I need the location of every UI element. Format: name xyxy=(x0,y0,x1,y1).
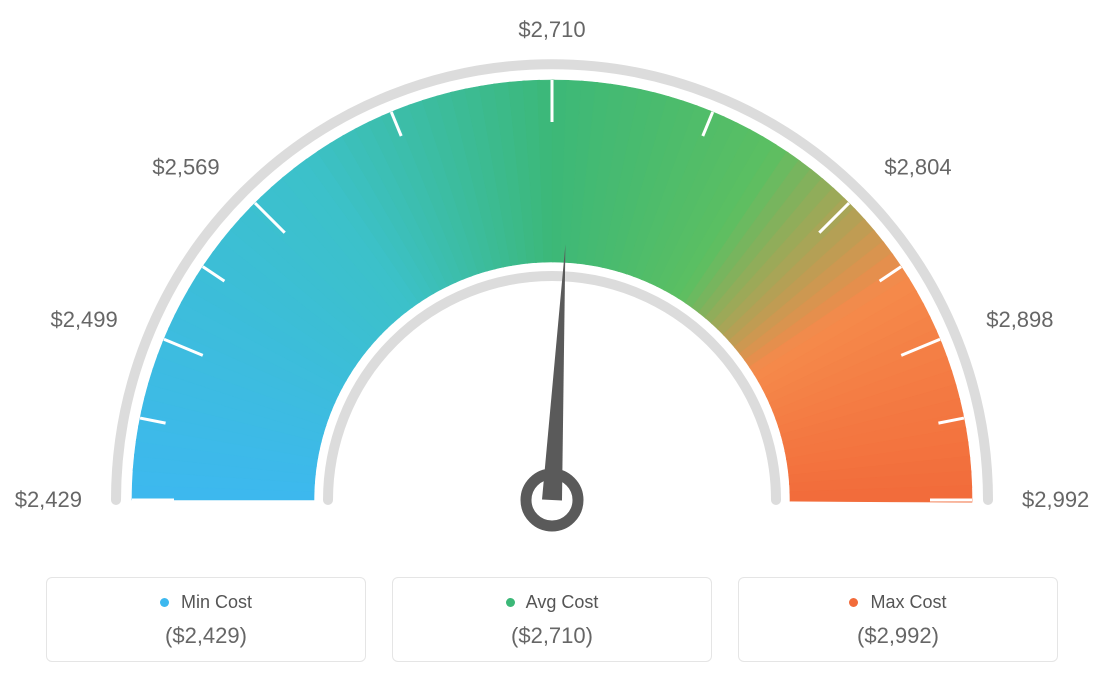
svg-text:$2,569: $2,569 xyxy=(152,155,219,180)
min-cost-value: ($2,429) xyxy=(57,623,355,649)
svg-text:$2,429: $2,429 xyxy=(15,487,82,512)
gauge-svg: $2,429 $2,499 $2,569 $2,710 $2,804 $2,898 $2,9… xyxy=(0,0,1104,540)
svg-text:$2,499: $2,499 xyxy=(50,307,117,332)
max-cost-title-text: Max Cost xyxy=(870,592,946,612)
avg-cost-value: ($2,710) xyxy=(403,623,701,649)
avg-cost-title: Avg Cost xyxy=(403,592,701,613)
avg-dot-icon xyxy=(506,598,515,607)
min-cost-title: Min Cost xyxy=(57,592,355,613)
svg-text:$2,804: $2,804 xyxy=(884,155,951,180)
min-dot-icon xyxy=(160,598,169,607)
max-dot-icon xyxy=(849,598,858,607)
min-cost-card: Min Cost ($2,429) xyxy=(46,577,366,662)
legend-cards: Min Cost ($2,429) Avg Cost ($2,710) Max … xyxy=(46,577,1058,662)
max-cost-card: Max Cost ($2,992) xyxy=(738,577,1058,662)
svg-text:$2,710: $2,710 xyxy=(518,17,585,42)
min-cost-title-text: Min Cost xyxy=(181,592,252,612)
gauge: $2,429 $2,499 $2,569 $2,710 $2,804 $2,898 $2,9… xyxy=(0,0,1104,540)
svg-text:$2,992: $2,992 xyxy=(1022,487,1089,512)
svg-text:$2,898: $2,898 xyxy=(986,307,1053,332)
max-cost-title: Max Cost xyxy=(749,592,1047,613)
chart-container: $2,429 $2,499 $2,569 $2,710 $2,804 $2,898 $2,9… xyxy=(0,0,1104,690)
max-cost-value: ($2,992) xyxy=(749,623,1047,649)
avg-cost-title-text: Avg Cost xyxy=(526,592,599,612)
avg-cost-card: Avg Cost ($2,710) xyxy=(392,577,712,662)
